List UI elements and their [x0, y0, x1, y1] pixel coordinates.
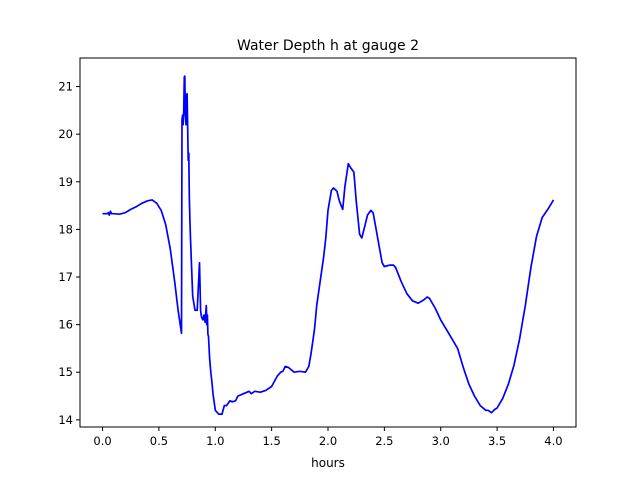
x-axis-ticks: 0.0 0.5 1.0 1.5 2.0 2.5 3.0 3.5 4.0 [93, 427, 563, 448]
y-tick-label: 20 [58, 127, 73, 141]
series-line-water-depth [102, 75, 555, 415]
plot-area: 0.0 0.5 1.0 1.5 2.0 2.5 3.0 3.5 4.0 14 15 16 17 18 19… [58, 57, 577, 448]
x-tick-label: 1.0 [206, 434, 224, 448]
y-tick-label: 14 [58, 413, 73, 427]
x-axis-label: hours [311, 456, 345, 470]
x-tick-label: 0.5 [150, 434, 168, 448]
y-tick-label: 15 [58, 365, 73, 379]
x-tick-label: 0.0 [93, 434, 111, 448]
chart-title: Water Depth h at gauge 2 [237, 38, 419, 54]
y-tick-label: 16 [58, 318, 73, 332]
x-tick-label: 2.5 [375, 434, 393, 448]
series-layer [102, 75, 555, 415]
y-tick-label: 17 [58, 270, 73, 284]
y-tick-label: 18 [58, 222, 73, 236]
x-tick-label: 4.0 [544, 434, 562, 448]
y-tick-label: 21 [58, 80, 73, 94]
y-tick-label: 19 [58, 175, 73, 189]
x-tick-label: 3.5 [488, 434, 506, 448]
y-axis-ticks: 14 15 16 17 18 19 20 21 [58, 80, 80, 427]
x-tick-label: 1.5 [262, 434, 280, 448]
x-tick-label: 3.0 [432, 434, 450, 448]
x-tick-label: 2.0 [319, 434, 337, 448]
